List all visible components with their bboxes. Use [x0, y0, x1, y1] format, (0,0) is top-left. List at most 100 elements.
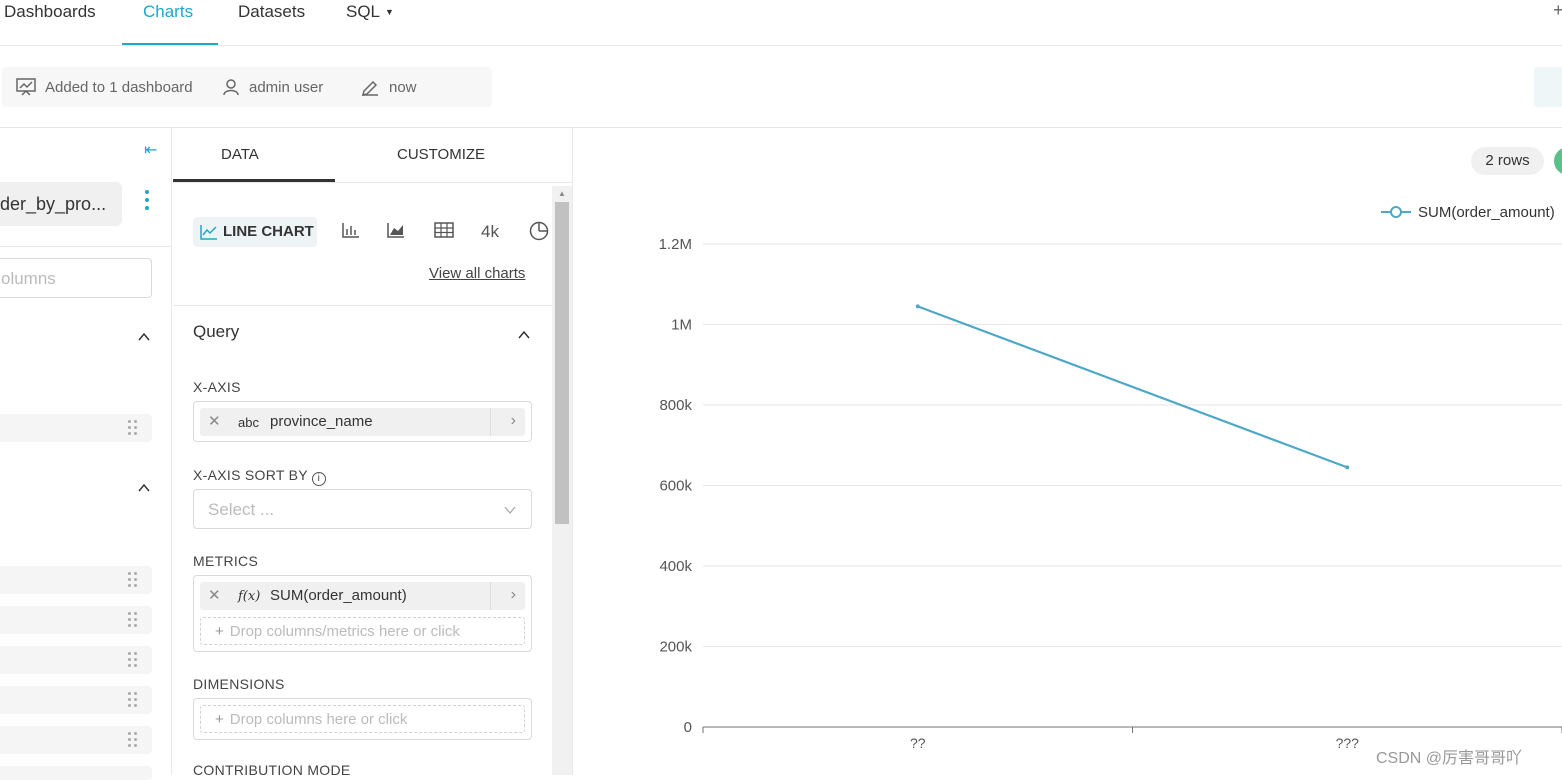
drag-handle-icon[interactable]: [128, 652, 138, 668]
x-tick-label: ??: [910, 735, 926, 751]
x-axis: ?????: [702, 726, 1562, 751]
panel-divider: [0, 246, 172, 247]
active-tab-indicator: [122, 43, 218, 45]
tab-customize[interactable]: CUSTOMIZE: [397, 146, 486, 163]
metrics-control[interactable]: ✕ f(x) SUM(order_amount) › + Drop columns…: [193, 575, 532, 652]
y-tick-label: 800k: [659, 397, 692, 414]
line-chart: 0 200k 400k 600k 800k 1M 1.2M ????? SUM(order_…: [659, 204, 1562, 751]
y-tick-label: 600k: [659, 478, 692, 495]
x-axis-pill[interactable]: ✕ abc province_name ›: [200, 408, 525, 436]
drag-handle-icon[interactable]: [128, 572, 138, 588]
line-chart-label: LINE CHART: [223, 223, 314, 240]
legend-label[interactable]: SUM(order_amount): [1418, 204, 1555, 221]
chevron-right-icon[interactable]: ›: [510, 586, 516, 603]
chevron-up-icon[interactable]: [138, 482, 150, 494]
query-section-title[interactable]: Query: [193, 322, 240, 341]
list-item[interactable]: [0, 686, 152, 714]
legend: SUM(order_amount): [1381, 204, 1555, 221]
x-axis-control[interactable]: ✕ abc province_name ›: [193, 401, 532, 442]
drag-handle-icon[interactable]: [128, 692, 138, 708]
dataset-name[interactable]: der_by_pro...: [0, 182, 122, 226]
view-all-charts-link[interactable]: View all charts: [429, 265, 526, 282]
plus-icon: +: [215, 711, 224, 728]
area-chart-icon[interactable]: [387, 221, 405, 239]
section-divider: [173, 305, 552, 306]
drag-handle-icon[interactable]: [128, 732, 138, 748]
y-tick-label: 1.2M: [659, 236, 692, 253]
scroll-up-icon[interactable]: ▲: [558, 189, 566, 198]
list-item[interactable]: [0, 606, 152, 634]
x-axis-sort-select[interactable]: Select ...: [193, 489, 532, 529]
dimensions-label: DIMENSIONS: [193, 676, 285, 692]
list-item[interactable]: [0, 726, 152, 754]
metrics-drop-text: Drop columns/metrics here or click: [229, 623, 460, 640]
nav-datasets[interactable]: Datasets: [238, 2, 306, 21]
y-tick-label: 400k: [659, 558, 692, 575]
save-button[interactable]: [1534, 67, 1562, 107]
plus-icon[interactable]: +: [1553, 0, 1562, 20]
caret-down-icon: ▼: [385, 7, 394, 17]
drag-handle-icon[interactable]: [128, 612, 138, 628]
metric-pill[interactable]: ✕ f(x) SUM(order_amount) ›: [200, 582, 525, 610]
series-line[interactable]: [917, 305, 1348, 469]
more-vertical-icon[interactable]: [140, 190, 154, 218]
control-panel: DATA CUSTOMIZE ▲ LINE CHART 4k View all …: [173, 128, 573, 778]
line-chart-icon: [200, 225, 217, 240]
metric-value: SUM(order_amount): [270, 587, 407, 604]
chevron-right-icon[interactable]: ›: [510, 412, 516, 429]
table-icon[interactable]: [434, 221, 454, 239]
x-axis-sort-text: X-AXIS SORT BY: [193, 467, 308, 483]
dataset-panel: ⇤ der_by_pro... olumns: [0, 128, 172, 780]
header-divider: [0, 127, 1562, 128]
chevron-up-icon[interactable]: [138, 331, 150, 343]
list-item[interactable]: [0, 646, 152, 674]
drag-handle-icon[interactable]: [128, 420, 138, 436]
column-type: abc: [238, 415, 259, 430]
active-tab-indicator: [173, 179, 335, 182]
nav-dashboards[interactable]: Dashboards: [4, 2, 96, 21]
y-tick-label: 200k: [659, 639, 692, 656]
watermark: CSDN @厉害哥哥吖: [1376, 750, 1523, 767]
list-item[interactable]: [0, 566, 152, 594]
tab-divider: [173, 182, 573, 183]
x-axis-value: province_name: [270, 413, 373, 430]
y-tick-label: 1M: [671, 317, 692, 334]
nav-sql[interactable]: SQL ▼: [346, 2, 394, 22]
close-icon[interactable]: ✕: [208, 587, 221, 604]
dimensions-control[interactable]: + Drop columns here or click: [193, 698, 532, 740]
top-navigation: Dashboards Charts Datasets SQL ▼ +: [0, 0, 1562, 46]
grid: [703, 243, 1562, 647]
chevron-down-icon: [504, 506, 516, 515]
tab-data[interactable]: DATA: [221, 146, 259, 163]
close-icon[interactable]: ✕: [208, 413, 221, 430]
metrics-drop-zone[interactable]: + Drop columns/metrics here or click: [200, 617, 525, 645]
contribution-mode-label: CONTRIBUTION MODE: [193, 762, 351, 778]
line-chart-button[interactable]: LINE CHART: [193, 217, 317, 247]
modified-info[interactable]: now: [360, 78, 417, 96]
collapse-icon[interactable]: ⇤: [144, 142, 158, 159]
list-item[interactable]: [0, 766, 152, 780]
scrollbar-thumb[interactable]: [555, 202, 569, 524]
dimensions-drop-text: Drop columns here or click: [229, 711, 408, 728]
chart-metadata-bar: Added to 1 dashboard admin user now: [2, 67, 492, 107]
data-point[interactable]: [915, 304, 920, 309]
chevron-up-icon[interactable]: [518, 329, 530, 341]
big-number-icon[interactable]: 4k: [481, 222, 499, 241]
column-search-input[interactable]: olumns: [0, 258, 152, 298]
info-icon[interactable]: i: [311, 472, 326, 486]
dashboard-icon: [16, 78, 36, 96]
nav-charts[interactable]: Charts: [143, 2, 194, 21]
owner-info[interactable]: admin user: [222, 78, 323, 96]
data-point[interactable]: [1345, 465, 1350, 470]
dimensions-drop-zone[interactable]: + Drop columns here or click: [200, 705, 525, 733]
select-placeholder: Select ...: [208, 500, 275, 519]
bar-chart-icon[interactable]: [342, 221, 360, 239]
user-icon: [223, 79, 239, 96]
pie-chart-icon[interactable]: [529, 221, 549, 241]
dashboard-count[interactable]: Added to 1 dashboard: [16, 78, 193, 96]
row-count-badge: 2 rows: [1471, 147, 1544, 175]
pill-divider: [490, 408, 491, 436]
y-tick-label: 0: [684, 719, 692, 736]
list-item[interactable]: [0, 414, 152, 442]
x-axis-label: X-AXIS: [193, 379, 241, 395]
